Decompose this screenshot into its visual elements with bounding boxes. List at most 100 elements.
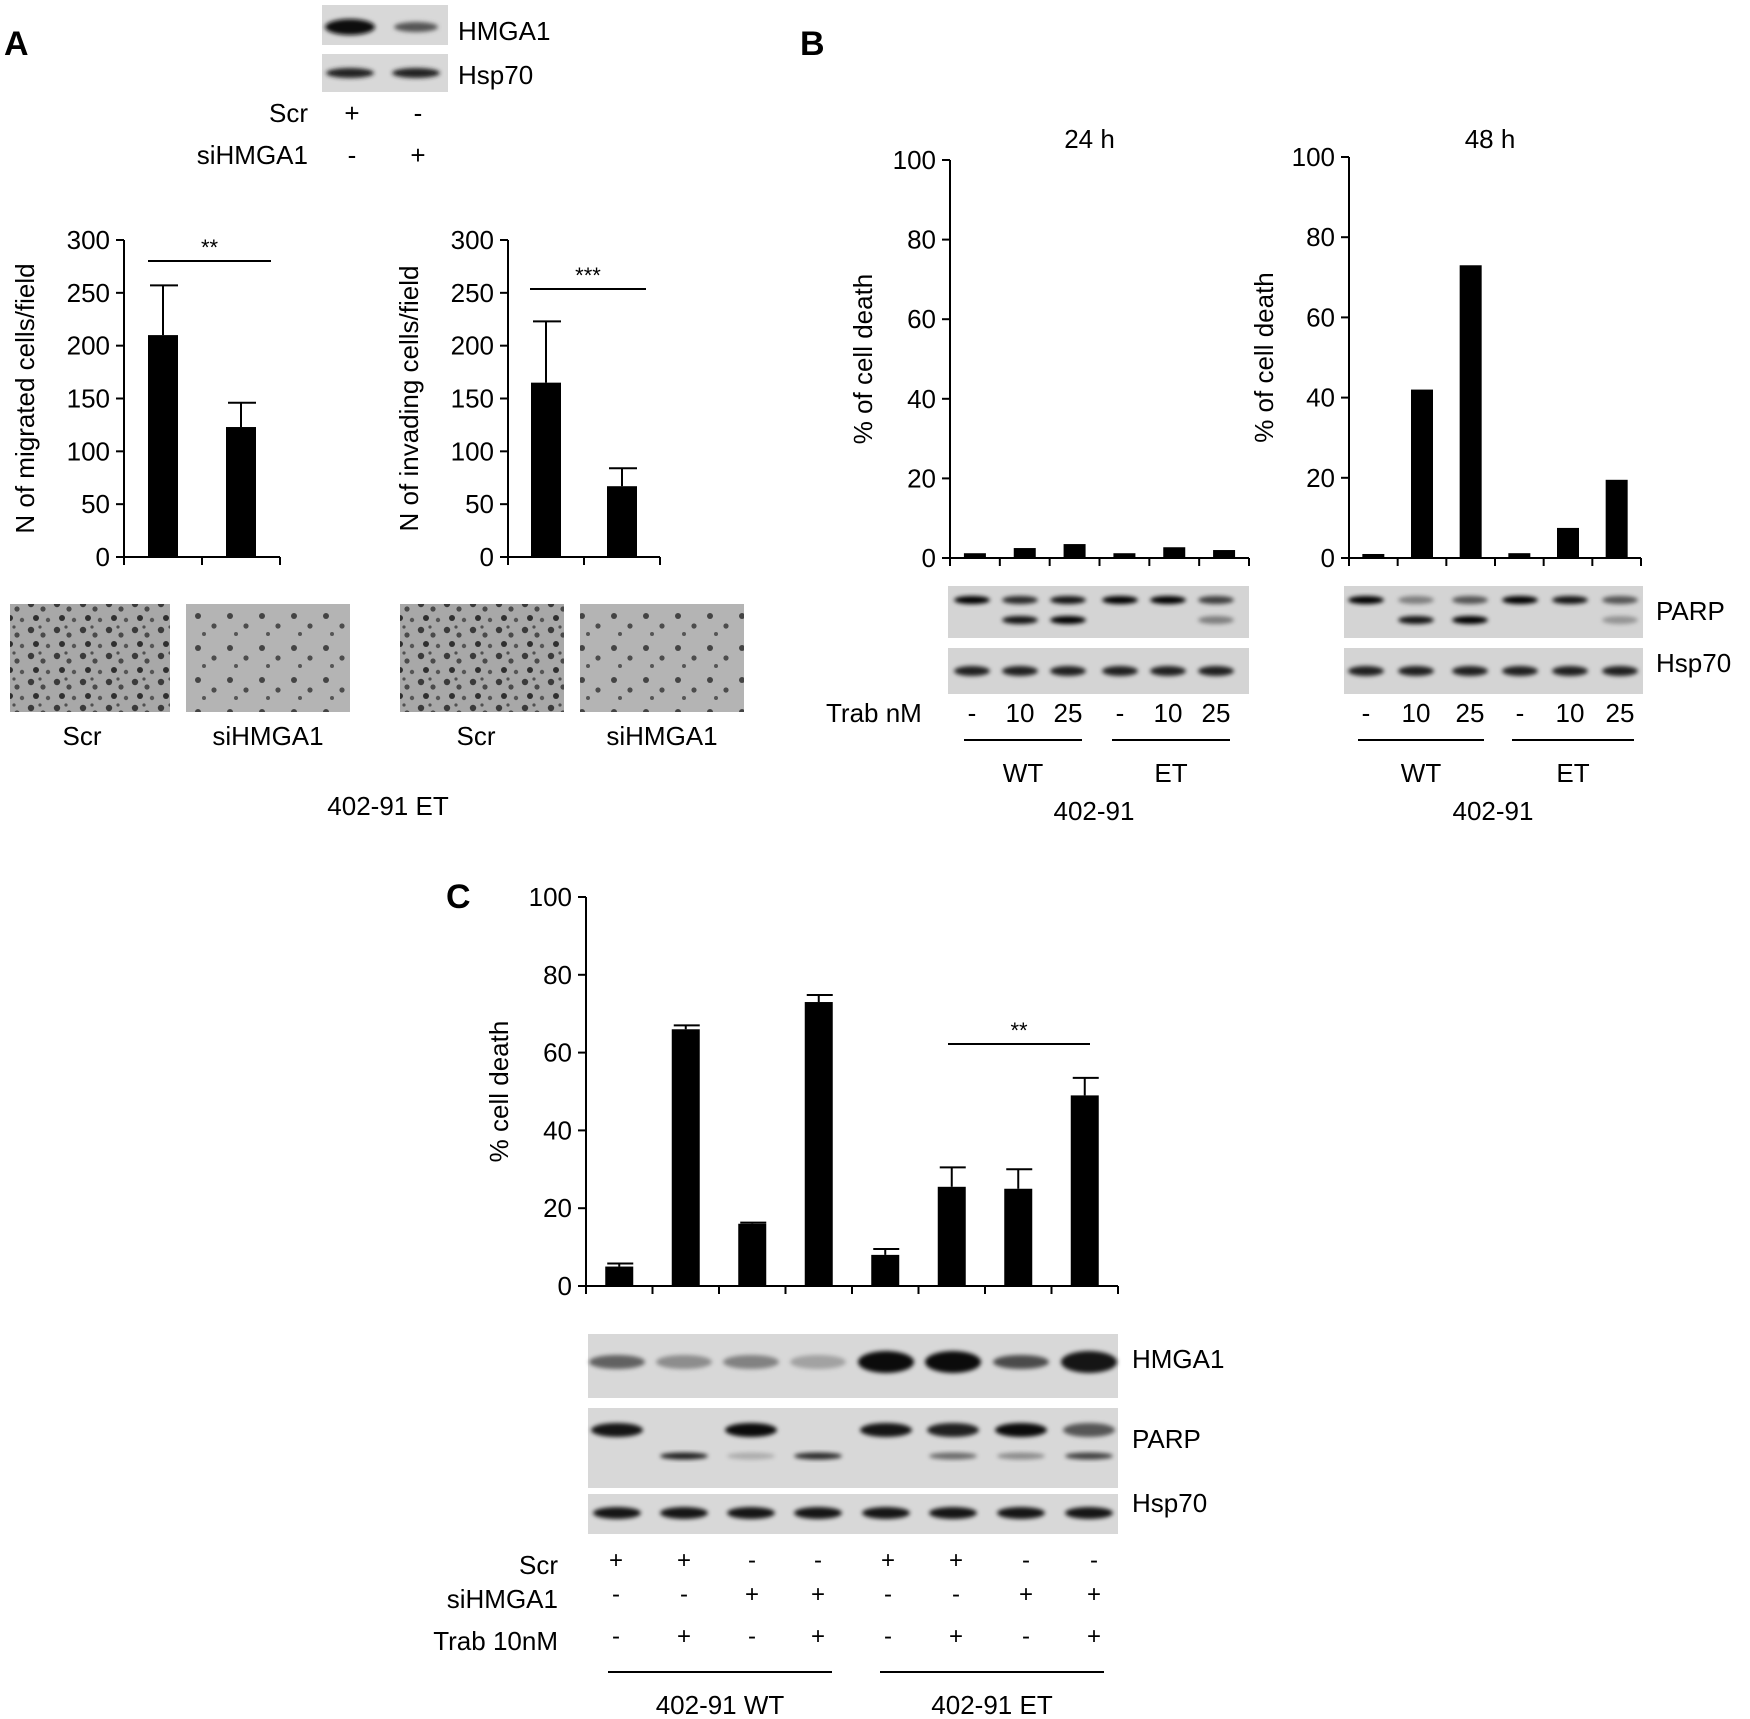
blot-band (929, 1507, 977, 1519)
blot-band (790, 1355, 846, 1369)
group-label: WT (1003, 758, 1044, 788)
bar (1113, 553, 1136, 558)
y-axis-label: N of invading cells/field (394, 266, 424, 532)
chart-invasion: 0 50 100 150 200 250 300 N of invading cells/fi… (394, 225, 661, 572)
blot-band (1002, 616, 1038, 624)
y-tick-label: 60 (907, 304, 936, 334)
image-label: Scr (63, 721, 102, 751)
blot-band (589, 1355, 645, 1369)
dose-label: 10 (1154, 698, 1183, 728)
blot-band (1198, 616, 1234, 624)
bar (738, 1223, 767, 1286)
group-label: ET (1154, 758, 1187, 788)
y-tick-label: 80 (907, 225, 936, 255)
condition-value: - (884, 1623, 892, 1650)
image-label: siHMGA1 (212, 721, 323, 751)
y-tick-label: 40 (907, 384, 936, 414)
western-blot-c (588, 1334, 1118, 1534)
panel-label-b: B (800, 25, 825, 63)
chart-title: 48 h (1465, 124, 1516, 154)
micrograph-sihmga1-migration (186, 604, 350, 712)
y-axis-label: % cell death (484, 1021, 514, 1163)
blot-band (794, 1452, 842, 1460)
blot-band (1452, 616, 1488, 624)
condition-value: - (612, 1623, 620, 1650)
condition-value: + (1019, 1581, 1033, 1608)
blot-band (1198, 596, 1234, 604)
bar (963, 553, 986, 558)
blot-band (1063, 1423, 1115, 1437)
dose-label: 10 (1006, 698, 1035, 728)
blot-band (925, 1351, 981, 1373)
bar (1070, 1095, 1099, 1286)
micrograph-scr-migration (10, 604, 170, 712)
image-label: siHMGA1 (606, 721, 717, 751)
blot-band (1602, 596, 1638, 604)
condition-value: - (814, 1547, 822, 1574)
blot-band (862, 1507, 910, 1519)
panel-label-a: A (4, 25, 29, 63)
y-tick-label: 100 (451, 436, 494, 466)
condition-value: + (1087, 1623, 1101, 1650)
micrographs: Scr siHMGA1 Scr siHMGA1 (10, 604, 744, 751)
dose-label: 25 (1054, 698, 1083, 728)
blot-strip (1344, 648, 1643, 694)
blot-band (727, 1507, 775, 1519)
blot-band (1502, 596, 1538, 604)
blot-band (1150, 666, 1186, 676)
y-axis-label: % of cell death (1249, 272, 1279, 443)
blot-band (860, 1423, 912, 1437)
blot-band (1502, 666, 1538, 676)
western-blot-a: HMGA1 Hsp70 (322, 5, 550, 92)
y-tick-label: 80 (543, 960, 572, 990)
group-label: 402-91 ET (931, 1690, 1053, 1719)
y-tick-label: 150 (67, 384, 110, 414)
condition-value: - (680, 1581, 688, 1608)
dose-label: - (1116, 698, 1125, 728)
significance-stars: ** (201, 235, 219, 260)
y-tick-label: 100 (529, 882, 572, 912)
condition-value: + (949, 1623, 963, 1650)
y-tick-label: 100 (67, 436, 110, 466)
bar (605, 1266, 634, 1286)
bar (671, 1029, 700, 1286)
cell-line-label: 402-91 (1453, 796, 1534, 826)
blot-band (927, 1423, 979, 1437)
y-tick-label: 150 (451, 384, 494, 414)
chart-c: 0 20 40 60 80 100 % cell death ** (484, 882, 1119, 1301)
condition-label: siHMGA1 (447, 1584, 558, 1614)
band-label: HMGA1 (1132, 1344, 1224, 1374)
blot-band (394, 22, 438, 32)
y-tick-label: 80 (1306, 222, 1335, 252)
condition-value: + (811, 1581, 825, 1608)
blot-band (1102, 666, 1138, 676)
blot-band (995, 1423, 1047, 1437)
blot-band (954, 596, 990, 604)
blot-band (997, 1452, 1045, 1460)
blot-band (997, 1507, 1045, 1519)
blot-band (993, 1355, 1049, 1369)
blot-band (1552, 596, 1588, 604)
condition-table-a: Scr + - siHMGA1 - + (197, 98, 426, 170)
blot-band (1065, 1507, 1113, 1519)
blot-band (1150, 596, 1186, 604)
bar (1213, 550, 1236, 558)
group-label: WT (1401, 758, 1442, 788)
band-label: PARP (1132, 1424, 1201, 1454)
blot-band (1452, 596, 1488, 604)
blot-band (656, 1355, 712, 1369)
band-label: PARP (1656, 596, 1725, 626)
condition-value: + (410, 140, 425, 170)
blot-band (723, 1355, 779, 1369)
cell-line-label: 402-91 (1054, 796, 1135, 826)
dose-label: 25 (1606, 698, 1635, 728)
blot-band (1552, 666, 1588, 676)
condition-value: - (884, 1581, 892, 1608)
condition-value: - (1022, 1623, 1030, 1650)
blot-band (1348, 666, 1384, 676)
y-tick-label: 200 (451, 331, 494, 361)
y-tick-label: 100 (1292, 142, 1335, 172)
chart-title: 24 h (1064, 124, 1115, 154)
condition-value: + (949, 1547, 963, 1574)
dose-label: - (968, 698, 977, 728)
